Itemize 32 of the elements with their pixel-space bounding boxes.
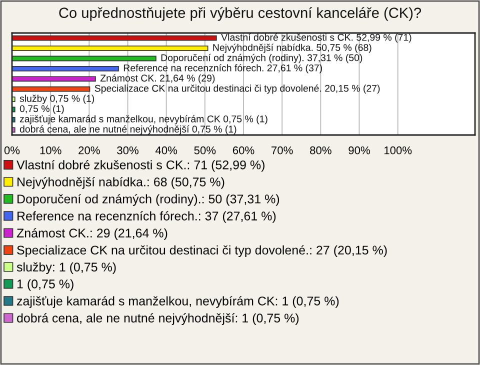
legend-label: Známost CK.: 29 (21,64 %) (16, 228, 168, 240)
legend-label: Vlastní dobré zkušenosti s CK.: 71 (52,99 %) (16, 160, 264, 172)
legend-label: dobrá cena, ale ne nutné nejvýhodnější: 1 (0,75 %) (17, 313, 299, 325)
data-label: Nejvýhodnější nabídka. 50,75 % (68) (213, 44, 372, 53)
legend-label: 1 (0,75 %) (17, 279, 74, 291)
x-tick-label: 90% (348, 146, 370, 154)
x-tick-label: 50% (194, 146, 216, 154)
legend-label: Doporučení od známých (rodiny).: 50 (37,31 %) (18, 194, 280, 206)
data-label: Specializace CK na určitou destinaci či typ dovolené. 20,15 % (27) (94, 84, 380, 94)
x-tick-label: 100% (384, 146, 412, 154)
data-label: Reference na recenzních fórech. 27,61 % (37) (124, 64, 322, 74)
data-label: Doporučení od známých (rodiny). 37,31 % (50) (161, 54, 362, 64)
data-label: zajišťuje kamarád s manželkou, nevybírám CK 0,75 % (1) (20, 115, 268, 124)
data-label: Vlastní dobré zkušenosti s CK. 52,99 % (71) (221, 34, 412, 43)
chart-title: Co upřednostňujete při výběru cestovní kanceláře (CK)? (59, 7, 422, 21)
x-tick-label: 80% (310, 146, 332, 154)
x-tick-label: 40% (155, 146, 178, 154)
data-label: 0,75 % (1) (20, 104, 64, 114)
x-tick-label: 20% (78, 146, 100, 154)
data-label: dobrá cena, ale ne nutné nejvýhodnější 0,75 % (1) (20, 125, 236, 134)
legend-label: Specializace CK na určitou destinaci či typ dovolené.: 27 (20,15 %) (17, 245, 387, 258)
x-tick-label: 0% (4, 146, 20, 154)
x-tick-label: 30% (117, 146, 138, 154)
data-label: služby 0,75 % (1) (20, 94, 94, 104)
legend-label: služby: 1 (0,75 %) (16, 262, 116, 274)
legend-label: Reference na recenzních fórech.: 37 (27,61 %) (18, 211, 276, 223)
x-tick-label: 70% (272, 146, 293, 154)
legend-label: zajišťuje kamarád s manželkou, nevybírám CK: 1 (0,75 %) (17, 296, 339, 308)
x-tick-label: 60% (232, 146, 254, 154)
x-tick-label: 10% (40, 146, 62, 154)
data-label: Známost CK. 21,64 % (29) (100, 74, 215, 84)
legend-label: Nejvýhodnější nabídka.: 68 (50,75 %) (18, 177, 224, 189)
